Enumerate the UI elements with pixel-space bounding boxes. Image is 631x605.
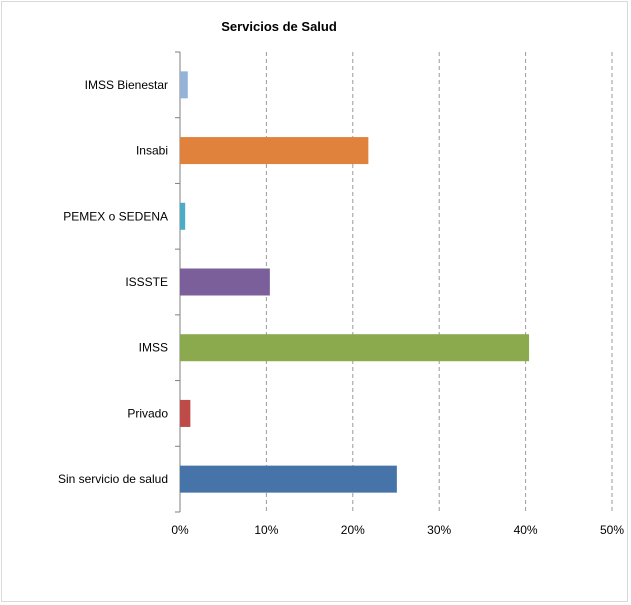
- bar: [180, 202, 186, 230]
- x-tick-label: 30%: [427, 523, 451, 537]
- gridlines: [265, 52, 613, 512]
- bar: [180, 465, 397, 493]
- bar: [180, 399, 191, 427]
- bar: [180, 268, 270, 296]
- category-label: Privado: [127, 406, 168, 420]
- category-label: IMSS Bienestar: [85, 78, 168, 92]
- category-label: ISSSTE: [125, 275, 168, 289]
- bar: [180, 71, 188, 99]
- bar: [180, 334, 530, 362]
- category-label: IMSS: [139, 341, 168, 355]
- x-tick-labels: 0% 10% 20% 30% 40% 50%: [171, 523, 624, 537]
- category-label: PEMEX o SEDENA: [63, 209, 168, 223]
- category-labels: IMSS Bienestar Insabi PEMEX o SEDENA ISSSTE…: [58, 78, 168, 486]
- x-tick-label: 10%: [254, 523, 278, 537]
- axes: [175, 51, 181, 513]
- x-tick-label: 40%: [514, 523, 538, 537]
- x-tick-label: 20%: [341, 523, 365, 537]
- bars: [180, 71, 530, 493]
- x-tick-label: 0%: [171, 523, 189, 537]
- chart-title: Servicios de Salud: [221, 19, 337, 34]
- category-label: Sin servicio de salud: [58, 472, 168, 486]
- x-tick-label: 50%: [600, 523, 624, 537]
- category-label: Insabi: [136, 144, 168, 158]
- bar: [180, 137, 369, 165]
